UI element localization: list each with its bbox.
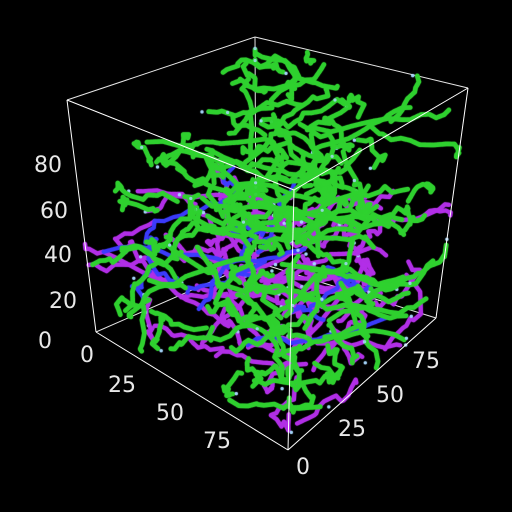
left-depth-axis: 0 25 50 75 [80, 343, 231, 454]
fiber-highlight [168, 244, 171, 247]
fiber-strand [152, 318, 163, 350]
fiber-highlight [139, 255, 142, 258]
fiber-strand [358, 139, 386, 168]
fiber-highlight [408, 282, 411, 285]
fiber-strand [134, 142, 151, 165]
fiber-highlight [364, 361, 367, 364]
box-edge [436, 88, 468, 318]
vertical-axis: 0 20 40 60 80 [34, 153, 77, 354]
fiber-highlight [254, 59, 257, 62]
right-depth-tick-label: 0 [296, 455, 310, 480]
fiber-highlight [202, 211, 205, 214]
right-depth-tick-label: 75 [412, 349, 440, 374]
fiber-highlight [411, 74, 414, 77]
fiber-highlight [226, 111, 229, 114]
fiber-highlight [410, 315, 413, 318]
fiber-strand [224, 373, 242, 396]
vertical-tick-label: 60 [40, 199, 68, 224]
fiber-highlight [235, 392, 238, 395]
fiber-strand [372, 127, 460, 157]
fiber-highlight [242, 221, 245, 224]
fiber-highlight [320, 298, 323, 301]
fiber-highlight [284, 72, 287, 75]
fiber-highlight [283, 222, 286, 225]
fiber-highlight [140, 146, 143, 149]
fiber-highlight [274, 263, 277, 266]
fiber-highlight [254, 47, 257, 50]
vertical-tick-label: 80 [34, 153, 62, 178]
fiber-highlight [160, 349, 163, 352]
fiber-highlight [200, 110, 203, 113]
right-depth-tick-label: 50 [376, 383, 404, 408]
left-depth-tick-label: 25 [108, 373, 136, 398]
fiber-strand [408, 184, 433, 201]
fiber-highlight [353, 179, 356, 182]
fiber-highlight [405, 337, 408, 340]
fiber-highlight [189, 197, 192, 200]
fiber-highlight [300, 220, 303, 223]
vertical-tick-label: 0 [38, 329, 52, 354]
vertical-tick-label: 40 [44, 243, 72, 268]
fiber-highlight [327, 405, 330, 408]
fiber-highlight [132, 277, 135, 280]
fiber-highlight [296, 249, 299, 252]
fiber-highlight [369, 167, 372, 170]
fiber-strand [423, 210, 451, 216]
fiber-highlight [281, 387, 284, 390]
fiber-highlight [290, 431, 293, 434]
fiber-highlight [321, 209, 324, 212]
fiber-highlight [178, 193, 181, 196]
left-depth-tick-label: 50 [156, 401, 184, 426]
fiber-highlight [254, 181, 257, 184]
left-depth-tick-label: 0 [80, 343, 94, 368]
left-depth-tick-label: 75 [203, 429, 231, 454]
fiber-strand [306, 52, 314, 63]
fiber-strand [391, 76, 419, 122]
fiber-strand [286, 77, 296, 99]
fiber-highlight [313, 262, 316, 265]
fiber-highlight [363, 340, 366, 343]
vertical-tick-label: 20 [49, 289, 77, 314]
fiber-highlight [156, 165, 159, 168]
fiber-highlight [260, 119, 263, 122]
fiber-highlight [331, 155, 334, 158]
fiber-highlight [304, 253, 307, 256]
fiber-highlight [344, 262, 347, 265]
fiber-highlight [270, 269, 273, 272]
right-depth-tick-label: 25 [338, 417, 366, 442]
fiber-highlight [333, 98, 336, 101]
fiber-highlight [256, 327, 259, 330]
fiber-highlight [353, 139, 356, 142]
